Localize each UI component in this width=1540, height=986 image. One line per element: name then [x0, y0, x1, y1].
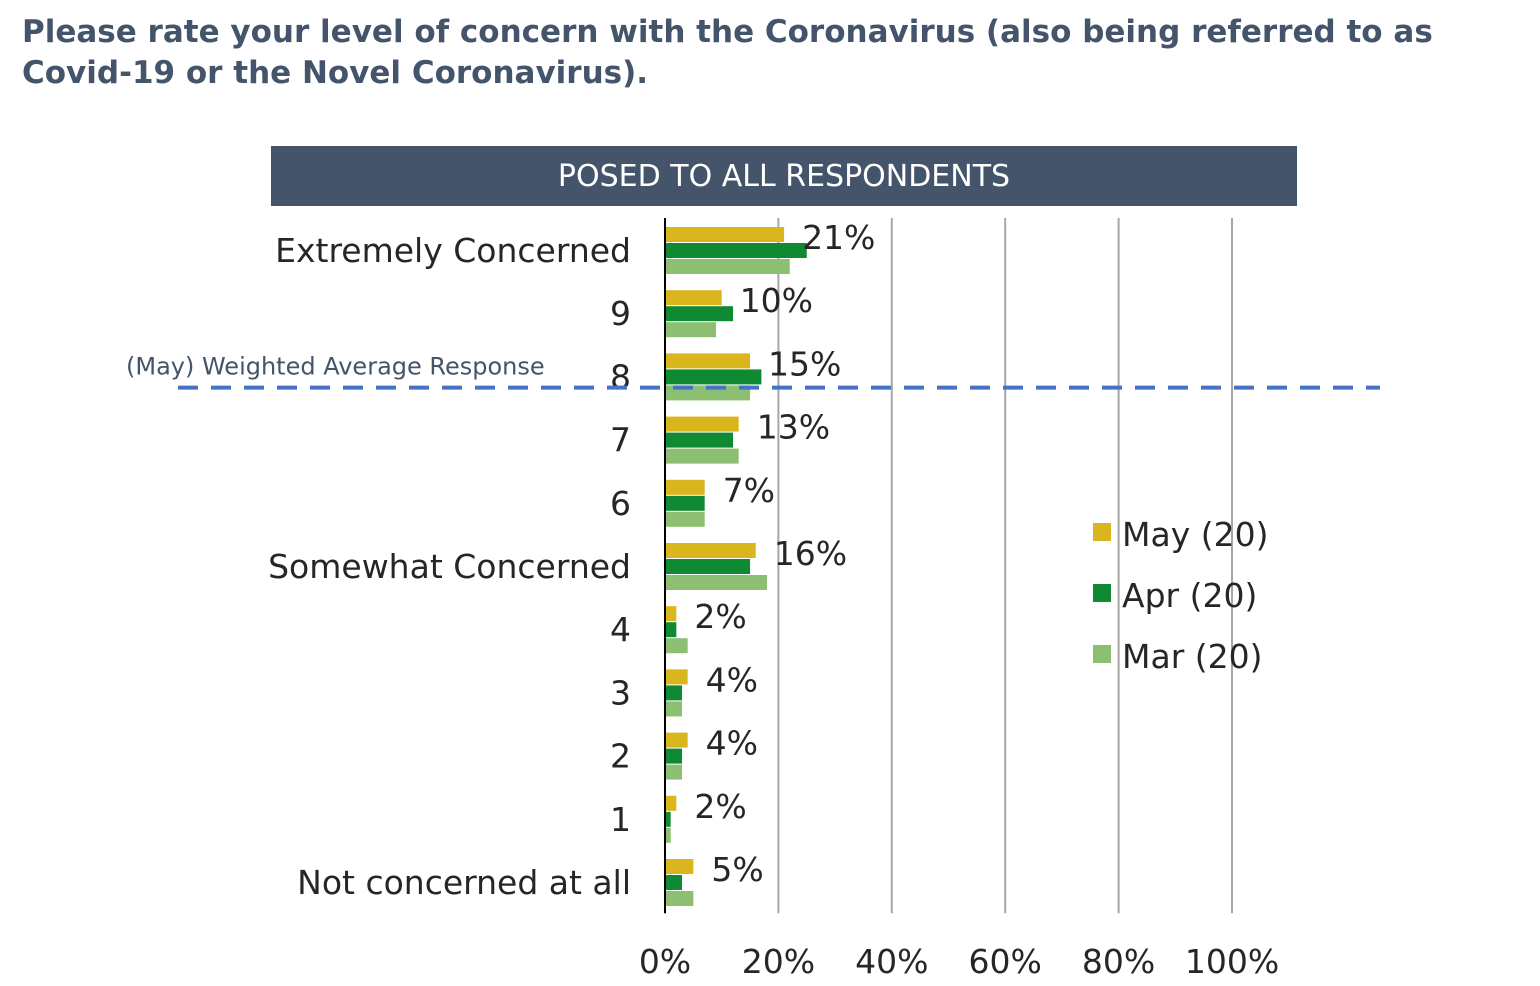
bar-apr-8	[665, 748, 683, 764]
bar-apr-0	[665, 243, 807, 258]
data-label-8: 4%	[706, 724, 758, 763]
data-label-3: 13%	[757, 408, 830, 447]
legend-swatch-mar	[1093, 645, 1111, 663]
bar-may-9	[665, 795, 677, 811]
question-title: Please rate your level of concern with t…	[22, 14, 1433, 91]
bar-mar-0	[665, 259, 790, 274]
bar-may-0	[665, 227, 785, 242]
bar-apr-4	[665, 495, 705, 511]
category-label-2: 8	[610, 357, 631, 396]
bar-mar-3	[665, 448, 739, 464]
bar-mar-1	[665, 322, 717, 338]
x-tick-2: 40%	[855, 942, 928, 981]
respondents-banner: POSED TO ALL RESPONDENTS	[271, 146, 1297, 206]
bar-may-6	[665, 606, 677, 622]
bar-may-4	[665, 479, 705, 495]
category-label-4: 6	[610, 484, 631, 523]
data-label-6: 2%	[694, 597, 746, 636]
category-label-3: 7	[610, 421, 631, 460]
bars	[665, 227, 807, 906]
legend: May (20) Apr (20) Mar (20)	[1093, 515, 1268, 676]
bar-apr-5	[665, 559, 751, 574]
bar-may-10	[665, 859, 694, 874]
category-label-8: 2	[610, 737, 631, 776]
bar-mar-6	[665, 638, 688, 654]
data-label-2: 15%	[768, 344, 841, 383]
bar-apr-2	[665, 369, 762, 385]
data-label-4: 7%	[723, 471, 775, 510]
bar-apr-6	[665, 622, 677, 638]
bar-mar-5	[665, 575, 768, 590]
bar-may-1	[665, 290, 722, 306]
x-tick-1: 20%	[742, 942, 815, 981]
category-label-10: Not concerned at all	[297, 863, 631, 902]
legend-label-may: May (20)	[1122, 515, 1268, 554]
bar-apr-7	[665, 685, 683, 701]
legend-label-apr: Apr (20)	[1122, 576, 1257, 615]
data-label-9: 2%	[694, 787, 746, 826]
bar-mar-9	[665, 827, 671, 843]
bar-apr-9	[665, 811, 671, 827]
bar-may-8	[665, 732, 688, 748]
category-label-6: 4	[610, 610, 631, 649]
x-tick-5: 100%	[1185, 942, 1279, 981]
legend-swatch-may	[1093, 523, 1111, 541]
bar-mar-10	[665, 891, 694, 906]
bar-apr-1	[665, 306, 734, 322]
category-label-7: 3	[610, 673, 631, 712]
data-label-1: 10%	[740, 281, 813, 320]
category-label-0: Extremely Concerned	[275, 231, 631, 270]
category-label-9: 1	[610, 800, 631, 839]
data-label-5: 16%	[774, 534, 847, 573]
data-labels: 21% 10% 15% 13% 7% 16% 2% 4% 4% 2% 5%	[694, 218, 875, 889]
bar-may-3	[665, 416, 739, 432]
bar-may-2	[665, 353, 751, 369]
data-label-7: 4%	[706, 660, 758, 699]
x-tick-0: 0%	[639, 942, 691, 981]
legend-label-mar: Mar (20)	[1122, 637, 1263, 676]
x-tick-4: 80%	[1082, 942, 1155, 981]
x-tick-labels: 0% 20% 40% 60% 80% 100%	[639, 942, 1279, 981]
category-labels: Extremely Concerned 9 8 7 6 Somewhat Concerne…	[268, 231, 631, 902]
bar-mar-4	[665, 511, 705, 527]
bar-mar-7	[665, 701, 683, 717]
x-tick-3: 60%	[969, 942, 1042, 981]
bar-may-7	[665, 669, 688, 685]
bar-mar-8	[665, 764, 683, 780]
gridlines	[777, 218, 1233, 914]
bar-may-5	[665, 543, 756, 558]
category-label-1: 9	[610, 294, 631, 333]
data-label-10: 5%	[711, 850, 763, 889]
data-label-0: 21%	[802, 218, 875, 257]
weighted-average-label: (May) Weighted Average Response	[126, 353, 545, 381]
category-label-5: Somewhat Concerned	[268, 547, 631, 586]
bar-apr-3	[665, 432, 734, 448]
legend-swatch-apr	[1093, 584, 1111, 602]
bar-apr-10	[665, 875, 683, 890]
